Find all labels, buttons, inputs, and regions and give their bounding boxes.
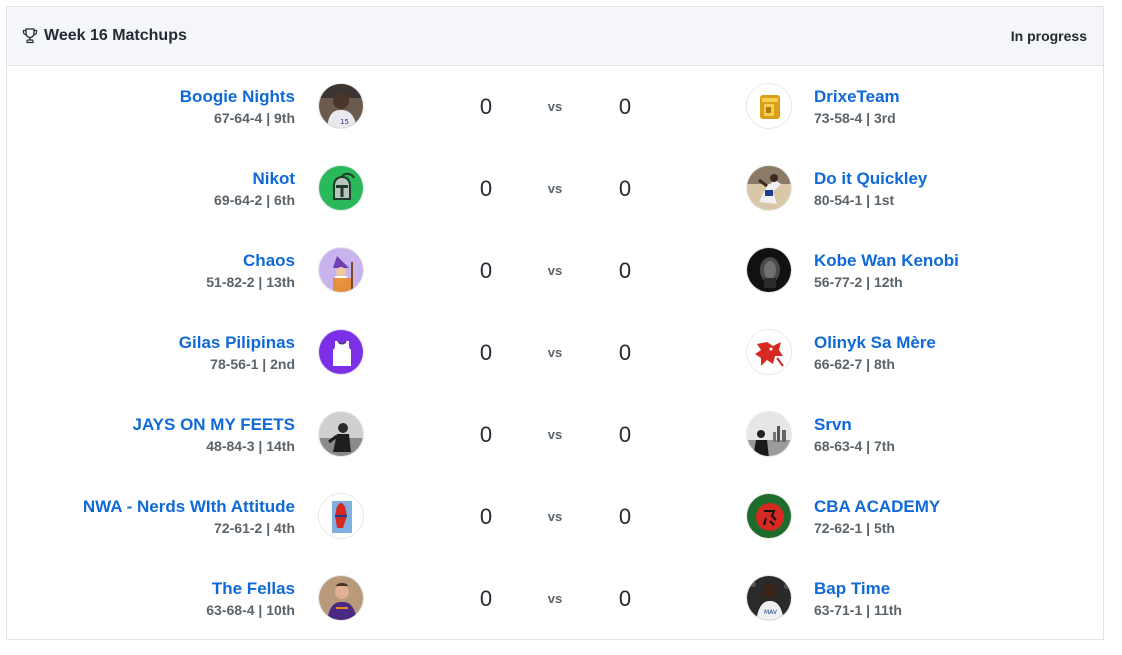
left-team-name-link[interactable]: Boogie Nights	[179, 87, 295, 106]
player-dunk-photo-avatar[interactable]	[746, 165, 792, 211]
right-team-score: 0	[618, 94, 632, 119]
vs-label: vs	[547, 345, 563, 360]
player-crowd-photo-avatar[interactable]: MAV	[746, 575, 792, 621]
left-team-record: 63-68-4 | 10th	[206, 602, 295, 618]
right-team-score: 0	[618, 340, 632, 365]
right-team-info: Srvn 68-63-4 | 7th	[814, 414, 895, 456]
right-team-name-link[interactable]: CBA ACADEMY	[814, 497, 941, 516]
red-green-emblem-avatar[interactable]	[746, 493, 792, 539]
right-team-name-link[interactable]: Kobe Wan Kenobi	[814, 251, 959, 270]
left-team-score: 0	[479, 586, 493, 611]
vs-label: vs	[547, 591, 563, 606]
right-team-score: 0	[618, 176, 632, 201]
right-team-score: 0	[618, 586, 632, 611]
right-team-score: 0	[618, 422, 632, 447]
right-team-info: Do it Quickley 80-54-1 | 1st	[814, 168, 927, 210]
right-team-score: 0	[618, 504, 632, 529]
matchup-row: Gilas Pilipinas 78-56-1 | 2nd 0 vs 0	[7, 312, 1103, 394]
right-team-info: Olinyk Sa Mère 66-62-7 | 8th	[814, 332, 936, 374]
left-team-name-link[interactable]: NWA - Nerds WIth Attitude	[82, 497, 295, 516]
vs-label: vs	[547, 427, 563, 442]
page-title: Week 16 Matchups	[44, 27, 187, 44]
panel-header: Week 16 Matchups In progress	[7, 7, 1103, 66]
right-team-record: 73-58-4 | 3rd	[814, 110, 896, 126]
left-team-info: NWA - Nerds WIth Attitude 72-61-2 | 4th	[83, 496, 295, 538]
comic-hero-avatar[interactable]	[318, 493, 364, 539]
left-team-record: 72-61-2 | 4th	[214, 520, 295, 536]
left-team-score: 0	[479, 422, 493, 447]
bw-city-photo-avatar[interactable]	[746, 411, 792, 457]
right-team-name-link[interactable]: Do it Quickley	[814, 169, 928, 188]
matchup-row: The Fellas 63-68-4 | 10th 0 vs 0	[7, 558, 1103, 640]
right-team-record: 68-63-4 | 7th	[814, 438, 895, 454]
right-team-name-link[interactable]: Bap Time	[814, 579, 891, 598]
left-team-info: Boogie Nights 67-64-4 | 9th	[180, 86, 295, 128]
right-team-record: 56-77-2 | 12th	[814, 274, 903, 290]
left-team-record: 69-64-2 | 6th	[214, 192, 295, 208]
right-team-info: Bap Time 63-71-1 | 11th	[814, 578, 902, 620]
left-team-record: 78-56-1 | 2nd	[210, 356, 295, 372]
left-team-info: The Fellas 63-68-4 | 10th	[206, 578, 295, 620]
purple-wizard-avatar[interactable]	[318, 247, 364, 293]
left-team-name-link[interactable]: Nikot	[252, 169, 296, 188]
matchup-row: Chaos 51-82-2 | 13th 0 vs 0	[7, 230, 1103, 312]
vs-label: vs	[547, 181, 563, 196]
vs-label: vs	[547, 263, 563, 278]
header-title-group: Week 16 Matchups	[21, 27, 187, 45]
dark-portrait-photo-avatar[interactable]	[746, 247, 792, 293]
trophy-icon	[21, 27, 39, 45]
right-team-record: 80-54-1 | 1st	[814, 192, 895, 208]
right-team-record: 66-62-7 | 8th	[814, 356, 895, 372]
matchup-row: Boogie Nights 67-64-4 | 9th 15 0 vs 0	[7, 66, 1103, 148]
vs-label: vs	[547, 509, 563, 524]
left-team-record: 67-64-4 | 9th	[214, 110, 295, 126]
right-team-name-link[interactable]: DrixeTeam	[814, 87, 900, 106]
status-label: In progress	[1010, 28, 1087, 44]
matchups-panel: Week 16 Matchups In progress Boogie Nigh…	[6, 6, 1104, 640]
svg-text:MAV: MAV	[764, 609, 778, 616]
left-team-info: Gilas Pilipinas 78-56-1 | 2nd	[179, 332, 295, 374]
right-team-record: 72-62-1 | 5th	[814, 520, 895, 536]
right-team-info: CBA ACADEMY 72-62-1 | 5th	[814, 496, 940, 538]
right-team-record: 63-71-1 | 11th	[814, 602, 902, 618]
svg-text:15: 15	[340, 118, 349, 126]
gold-logo-avatar[interactable]	[746, 83, 792, 129]
left-team-name-link[interactable]: Gilas Pilipinas	[178, 333, 295, 352]
right-team-score: 0	[618, 258, 632, 283]
left-team-name-link[interactable]: JAYS ON MY FEETS	[132, 415, 296, 434]
left-team-info: JAYS ON MY FEETS 48-84-3 | 14th	[133, 414, 296, 456]
left-team-record: 51-82-2 | 13th	[206, 274, 295, 290]
left-team-score: 0	[479, 340, 493, 365]
matchup-row: NWA - Nerds WIth Attitude 72-61-2 | 4th …	[7, 476, 1103, 558]
left-team-score: 0	[479, 94, 493, 119]
right-team-info: DrixeTeam 73-58-4 | 3rd	[814, 86, 900, 128]
left-team-info: Chaos 51-82-2 | 13th	[206, 250, 295, 292]
right-team-name-link[interactable]: Olinyk Sa Mère	[814, 333, 936, 352]
left-team-score: 0	[479, 176, 493, 201]
matchup-list: Boogie Nights 67-64-4 | 9th 15 0 vs 0	[7, 66, 1103, 640]
left-team-score: 0	[479, 258, 493, 283]
red-dragon-avatar[interactable]	[746, 329, 792, 375]
right-team-info: Kobe Wan Kenobi 56-77-2 | 12th	[814, 250, 959, 292]
left-team-record: 48-84-3 | 14th	[206, 438, 295, 454]
left-team-name-link[interactable]: Chaos	[243, 251, 295, 270]
left-team-score: 0	[479, 504, 493, 529]
left-team-info: Nikot 69-64-2 | 6th	[214, 168, 295, 210]
purple-jersey-avatar[interactable]	[318, 329, 364, 375]
left-team-name-link[interactable]: The Fellas	[211, 579, 295, 598]
matchup-row: Nikot 69-64-2 | 6th 0 vs 0	[7, 148, 1103, 230]
right-team-name-link[interactable]: Srvn	[814, 415, 852, 434]
player-photo-avatar[interactable]: 15	[318, 83, 364, 129]
bw-player-photo-avatar[interactable]	[318, 411, 364, 457]
green-knight-helmet-avatar[interactable]	[318, 165, 364, 211]
vs-label: vs	[547, 99, 563, 114]
suns-player-photo-avatar[interactable]	[318, 575, 364, 621]
matchup-row: JAYS ON MY FEETS 48-84-3 | 14th 0 vs 0	[7, 394, 1103, 476]
